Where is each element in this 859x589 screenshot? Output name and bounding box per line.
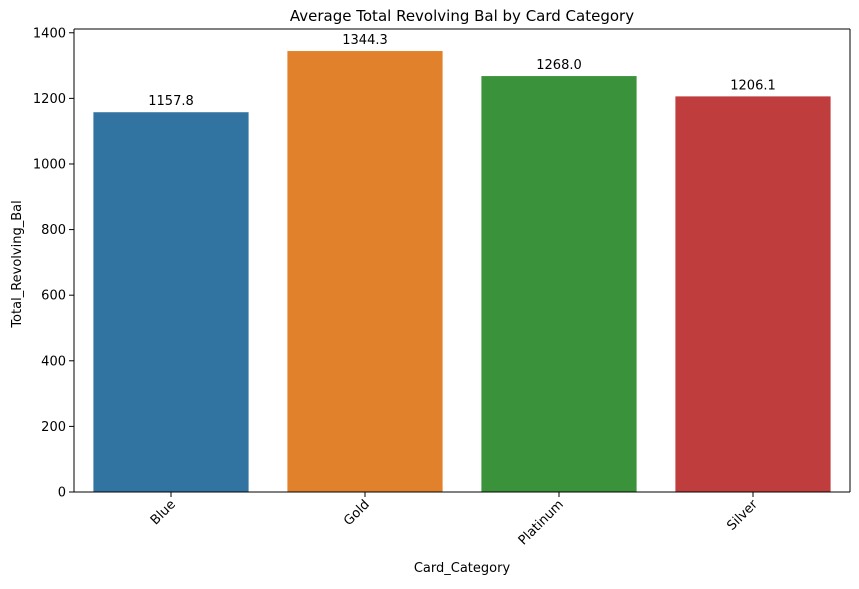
x-tick-label-silver: Silver <box>724 497 761 534</box>
y-tick-label: 800 <box>41 223 66 238</box>
x-axis-label: Card_Category <box>414 561 511 576</box>
y-tick-label: 600 <box>41 289 66 304</box>
chart-title: Average Total Revolving Bal by Card Cate… <box>290 7 634 25</box>
x-tick-label-platinum: Platinum <box>516 497 567 548</box>
x-tick-label-blue: Blue <box>148 497 179 528</box>
plot-area: 1157.8 1344.3 1268.0 1206.1 0 200 400 600 800 100… <box>33 26 851 548</box>
y-tick-label: 400 <box>41 354 66 369</box>
y-tick-label: 0 <box>58 486 66 501</box>
y-tick-label: 1200 <box>33 92 66 107</box>
y-axis-label: Total_Revolving_Bal <box>10 200 25 328</box>
data-label-gold: 1344.3 <box>342 33 388 48</box>
y-tick-label: 1000 <box>33 157 66 172</box>
y-tick-label: 1400 <box>33 26 66 41</box>
data-label-platinum: 1268.0 <box>536 58 582 73</box>
bar-gold <box>287 51 443 492</box>
y-tick-label: 200 <box>41 420 66 435</box>
data-label-blue: 1157.8 <box>148 94 194 109</box>
bar-blue <box>93 112 249 493</box>
bar-platinum <box>481 76 637 492</box>
x-tick-label-gold: Gold <box>341 497 373 529</box>
data-label-silver: 1206.1 <box>730 78 776 93</box>
bar-silver <box>675 96 831 492</box>
